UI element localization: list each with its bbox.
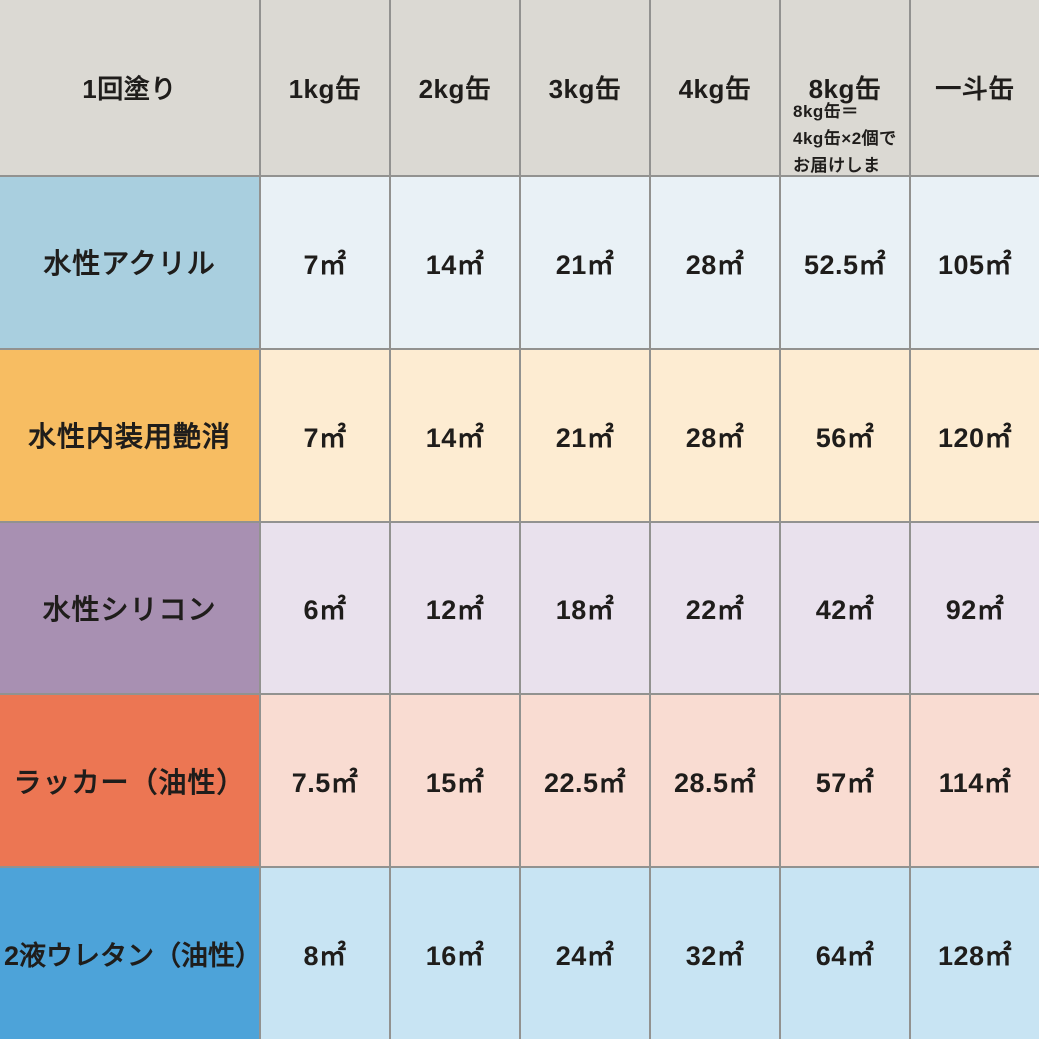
coverage-value: 128㎡ [937, 941, 1013, 972]
value-cell-acrylic-1kg: 7㎡ [261, 177, 389, 348]
value-cell-acrylic-8kg: 52.5㎡ [781, 177, 909, 348]
coverage-value: 18㎡ [555, 595, 615, 626]
row-label-suisei-naisou-tsuyakeshi: 水性内装用艶消 [0, 349, 259, 521]
value-cell-urethane-4kg: 32㎡ [651, 868, 779, 1039]
row-label-lacquer-oil: ラッカー（油性） [0, 695, 259, 867]
value-cell-silicon-itto: 92㎡ [911, 522, 1039, 694]
coverage-value: 7㎡ [303, 422, 347, 453]
coverage-value: 14㎡ [425, 422, 485, 453]
value-cell-urethane-8kg: 64㎡ [781, 868, 909, 1039]
header-3kg-label: 3kg缶 [548, 74, 622, 104]
value-cell-silicon-4kg: 22㎡ [651, 522, 779, 694]
value-cell-matt-4kg: 28㎡ [651, 349, 779, 521]
value-cell-silicon-2kg: 12㎡ [391, 522, 519, 694]
value-cell-silicon-3kg: 18㎡ [521, 522, 649, 694]
value-cell-acrylic-itto: 105㎡ [911, 177, 1039, 348]
value-cell-urethane-1kg: 8㎡ [261, 868, 389, 1039]
coverage-value: 52.5㎡ [803, 249, 887, 280]
value-cell-silicon-1kg: 6㎡ [261, 522, 389, 694]
coverage-value: 22㎡ [685, 595, 745, 626]
coverage-value: 6㎡ [303, 595, 347, 626]
coverage-value: 57㎡ [815, 768, 875, 799]
8kg-note-line-1: 8kg缶＝ [793, 102, 859, 121]
8kg-note-line-3: お届けします。 [793, 155, 881, 175]
header-itto-label: 一斗缶 [935, 74, 1015, 104]
row-label-suisei-silicon: 水性シリコン [0, 522, 259, 694]
coverage-value: 12㎡ [425, 595, 485, 626]
coverage-value: 28㎡ [685, 249, 745, 280]
coverage-value: 8㎡ [303, 941, 347, 972]
header-cell-3kg: 3kg缶 [521, 0, 649, 175]
coverage-value: 7㎡ [303, 249, 347, 280]
header-8kg-label: 8kg缶 [808, 74, 882, 104]
value-cell-lacquer-8kg: 57㎡ [781, 695, 909, 867]
coverage-value: 120㎡ [937, 422, 1013, 453]
coverage-value: 92㎡ [945, 595, 1005, 626]
value-cell-urethane-3kg: 24㎡ [521, 868, 649, 1039]
value-cell-matt-itto: 120㎡ [911, 349, 1039, 521]
value-cell-lacquer-1kg: 7.5㎡ [261, 695, 389, 867]
header-cell-itto: 一斗缶 [911, 0, 1039, 175]
header-cell-4kg: 4kg缶 [651, 0, 779, 175]
header-cell-1kg: 1kg缶 [261, 0, 389, 175]
value-cell-acrylic-2kg: 14㎡ [391, 177, 519, 348]
value-cell-matt-8kg: 56㎡ [781, 349, 909, 521]
value-cell-matt-2kg: 14㎡ [391, 349, 519, 521]
row-label-text: 水性アクリル [43, 248, 216, 280]
value-cell-lacquer-2kg: 15㎡ [391, 695, 519, 867]
row-label-urethane-oil: 2液ウレタン（油性） [0, 868, 259, 1039]
coverage-value: 22.5㎡ [543, 768, 627, 799]
coverage-value: 24㎡ [555, 941, 615, 972]
row-label-suisei-acrylic: 水性アクリル [0, 177, 259, 348]
row-label-text: 水性内装用艶消 [27, 421, 231, 453]
value-cell-acrylic-3kg: 21㎡ [521, 177, 649, 348]
coverage-value: 105㎡ [937, 249, 1013, 280]
value-cell-matt-1kg: 7㎡ [261, 349, 389, 521]
coverage-value: 56㎡ [815, 422, 875, 453]
value-cell-urethane-itto: 128㎡ [911, 868, 1039, 1039]
value-cell-matt-3kg: 21㎡ [521, 349, 649, 521]
value-cell-lacquer-itto: 114㎡ [911, 695, 1039, 867]
row-label-text: 2液ウレタン（油性） [4, 941, 259, 972]
coverage-value: 21㎡ [555, 422, 615, 453]
value-cell-acrylic-4kg: 28㎡ [651, 177, 779, 348]
header-4kg-label: 4kg缶 [678, 74, 752, 104]
header-cell-coat-label: 1回塗り [0, 0, 259, 175]
header-cell-2kg: 2kg缶 [391, 0, 519, 175]
row-label-text: 水性シリコン [42, 593, 217, 625]
coverage-value: 16㎡ [425, 941, 485, 972]
8kg-can-note: 8kg缶＝ 4kg缶×2個で お届けします。 [793, 99, 909, 175]
coverage-value: 114㎡ [938, 768, 1012, 799]
header-cell-8kg: 8kg缶 8kg缶＝ 4kg缶×2個で お届けします。 [781, 0, 909, 175]
8kg-note-line-2: 4kg缶×2個で [793, 128, 897, 148]
coverage-value: 28.5㎡ [673, 768, 757, 799]
coverage-value: 7.5㎡ [291, 768, 359, 799]
header-1kg-label: 1kg缶 [288, 74, 362, 104]
header-coat-label: 1回塗り [82, 74, 177, 104]
row-label-text: ラッカー（油性） [13, 766, 246, 798]
header-2kg-label: 2kg缶 [418, 74, 492, 104]
value-cell-lacquer-4kg: 28.5㎡ [651, 695, 779, 867]
coverage-value: 28㎡ [685, 422, 745, 453]
coverage-value: 15㎡ [425, 768, 485, 799]
coverage-value: 32㎡ [685, 941, 745, 972]
coverage-value: 42㎡ [815, 595, 875, 626]
coverage-value: 14㎡ [425, 249, 485, 280]
coverage-value: 64㎡ [815, 941, 875, 972]
value-cell-silicon-8kg: 42㎡ [781, 522, 909, 694]
coverage-value: 21㎡ [555, 249, 615, 280]
value-cell-lacquer-3kg: 22.5㎡ [521, 695, 649, 867]
value-cell-urethane-2kg: 16㎡ [391, 868, 519, 1039]
